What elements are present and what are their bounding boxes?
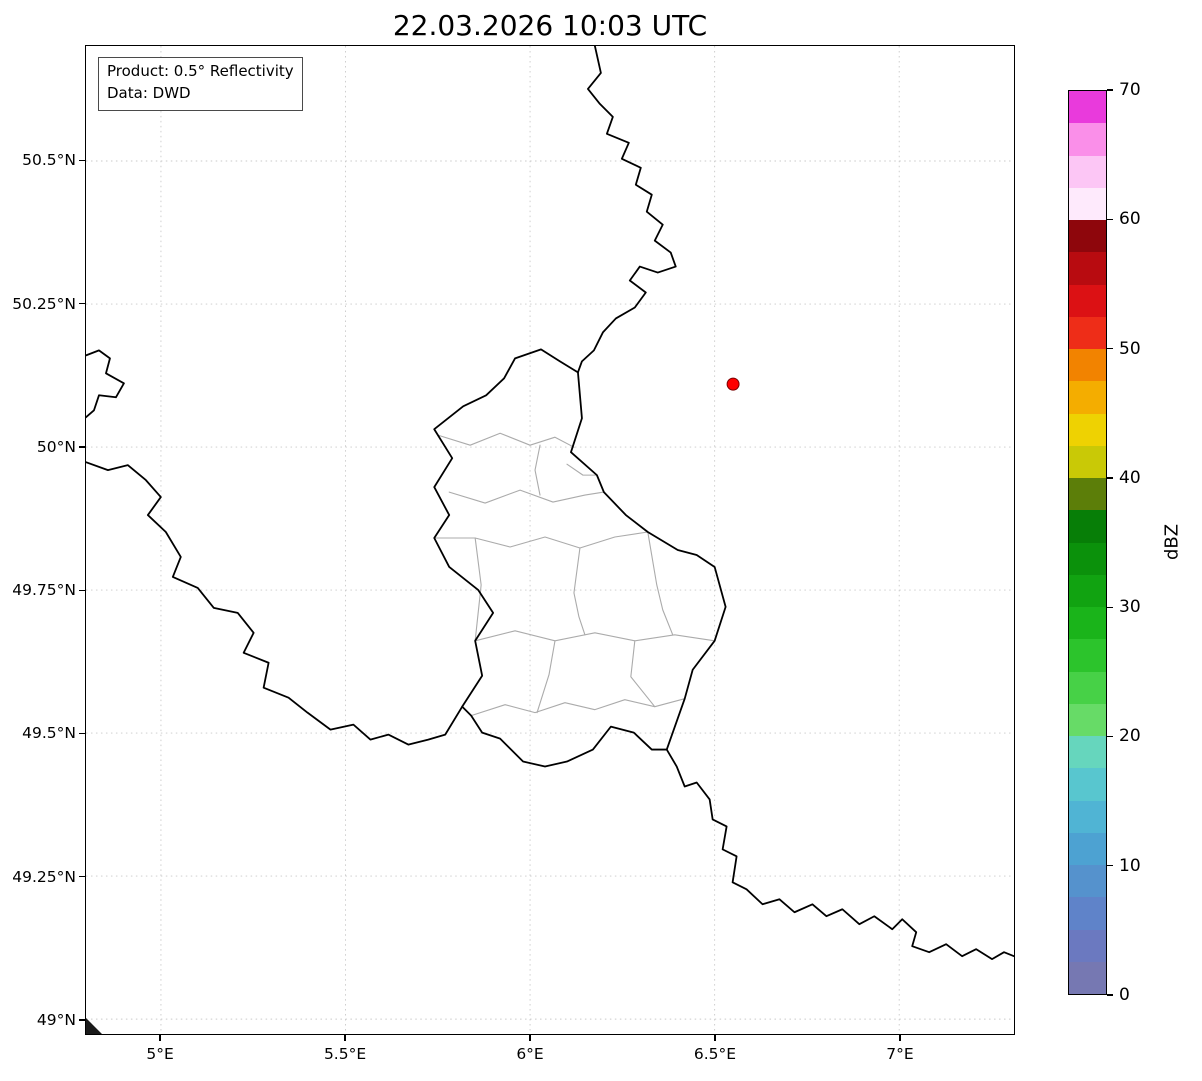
- colorbar-band: [1069, 703, 1106, 736]
- colorbar-band: [1069, 413, 1106, 446]
- y-tick-mark: [79, 732, 85, 735]
- map-plot-area: Product: 0.5° Reflectivity Data: DWD: [85, 45, 1015, 1035]
- colorbar-band: [1069, 220, 1106, 253]
- x-tick-label: 5.5°E: [323, 1045, 367, 1063]
- canton-boundary: [534, 444, 541, 496]
- colorbar-tick-label: 10: [1119, 855, 1141, 876]
- colorbar-band: [1069, 381, 1106, 414]
- canton-boundary: [536, 640, 556, 714]
- canton-boundary: [470, 698, 686, 717]
- colorbar-band: [1069, 574, 1106, 607]
- canton-boundary: [566, 463, 598, 476]
- canton-boundary: [647, 531, 674, 636]
- colorbar-band: [1069, 316, 1106, 349]
- colorbar-tick-mark: [1107, 994, 1113, 996]
- colorbar-band: [1069, 865, 1106, 898]
- colorbar-tick-mark: [1107, 347, 1113, 350]
- canton-boundary: [474, 630, 716, 642]
- colorbar-tick-label: 40: [1119, 467, 1141, 488]
- colorbar-band: [1069, 445, 1106, 478]
- x-tick-mark: [529, 1035, 531, 1041]
- colorbar-band: [1069, 671, 1106, 704]
- y-tick-label: 50.5°N: [22, 151, 76, 170]
- canton-boundary: [573, 547, 586, 636]
- colorbar-tick-label: 20: [1119, 726, 1141, 747]
- colorbar-band: [1069, 252, 1106, 285]
- figure-title: 22.03.2026 10:03 UTC: [392, 9, 708, 42]
- y-tick-mark: [79, 302, 85, 305]
- colorbar-band: [1069, 639, 1106, 672]
- colorbar-band: [1069, 510, 1106, 543]
- y-tick-label: 49°N: [36, 1011, 76, 1030]
- border-france-belgium: [86, 461, 464, 746]
- colorbar-tick-mark: [1107, 477, 1113, 479]
- colorbar-band: [1069, 349, 1106, 382]
- colorbar-tick-label: 70: [1119, 80, 1141, 100]
- y-tick-label: 49.25°N: [12, 867, 76, 886]
- x-tick-label: 6.5°E: [693, 1045, 737, 1063]
- y-tick-label: 50.25°N: [12, 294, 76, 313]
- border-france-germany: [665, 748, 1014, 961]
- border-belgium-germany: [577, 46, 677, 374]
- colorbar-band: [1069, 961, 1106, 994]
- canton-boundary: [433, 537, 482, 642]
- y-tick-mark: [79, 446, 85, 448]
- country-borders: [86, 46, 1014, 1034]
- colorbar-tick-label: 30: [1119, 597, 1141, 618]
- colorbar-band: [1069, 607, 1106, 640]
- x-tick-label: 5°E: [146, 1045, 174, 1063]
- canton-boundary: [474, 531, 649, 549]
- colorbar-tick-label: 60: [1119, 209, 1141, 230]
- colorbar-band: [1069, 155, 1106, 188]
- border-luxembourg: [433, 348, 727, 768]
- y-tick-label: 49.5°N: [22, 724, 76, 743]
- colorbar-tick-label: 0: [1119, 985, 1130, 1005]
- colorbar-band: [1069, 187, 1106, 220]
- x-tick-label: 7°E: [886, 1045, 914, 1063]
- colorbar-band: [1069, 832, 1106, 865]
- canton-boundary: [630, 640, 656, 708]
- map-canvas: [86, 46, 1014, 1034]
- y-tick-mark: [79, 1019, 85, 1021]
- colorbar-tick-mark: [1107, 735, 1113, 738]
- border-corner-fragment: [86, 1018, 102, 1034]
- colorbar-band: [1069, 929, 1106, 962]
- y-tick-mark: [79, 159, 85, 161]
- x-tick-mark: [159, 1035, 161, 1041]
- colorbar-band: [1069, 800, 1106, 833]
- colorbar-band: [1069, 897, 1106, 930]
- colorbar-tick-label: 50: [1119, 338, 1141, 359]
- data-source: Data: DWD: [107, 83, 191, 102]
- colorbar-unit-label: dBZ: [1161, 523, 1183, 561]
- border-givet-salient: [86, 349, 125, 419]
- y-tick-mark: [79, 589, 85, 591]
- colorbar-band: [1069, 478, 1106, 511]
- x-tick-mark: [714, 1035, 716, 1041]
- y-tick-label: 49.75°N: [12, 581, 76, 600]
- canton-boundary: [437, 432, 575, 448]
- y-tick-label: 50°N: [36, 437, 76, 456]
- colorbar-band: [1069, 91, 1106, 124]
- colorbar-band: [1069, 542, 1106, 575]
- colorbar-band: [1069, 736, 1106, 769]
- radar-site-marker: [726, 377, 740, 391]
- colorbar-band: [1069, 768, 1106, 801]
- colorbar: [1068, 90, 1107, 995]
- gridlines: [86, 46, 1014, 1034]
- canton-boundary: [448, 489, 605, 504]
- y-tick-mark: [79, 876, 85, 878]
- colorbar-tick-mark: [1107, 865, 1113, 867]
- product-name: Product: 0.5° Reflectivity: [107, 62, 294, 80]
- product-info-box: Product: 0.5° Reflectivity Data: DWD: [98, 57, 303, 111]
- x-tick-label: 6°E: [516, 1045, 544, 1063]
- colorbar-band: [1069, 284, 1106, 317]
- colorbar-tick-mark: [1107, 218, 1113, 220]
- canton-borders: [433, 432, 716, 717]
- x-tick-mark: [899, 1035, 901, 1041]
- colorbar-tick-mark: [1107, 89, 1113, 91]
- colorbar-tick-mark: [1107, 606, 1113, 608]
- x-tick-mark: [344, 1035, 346, 1041]
- colorbar-band: [1069, 123, 1106, 156]
